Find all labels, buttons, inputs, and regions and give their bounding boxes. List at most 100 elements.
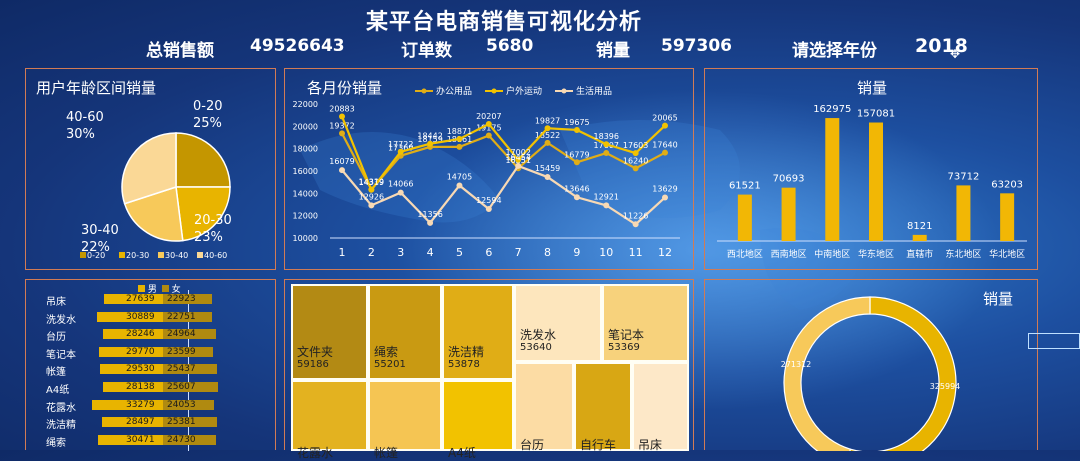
treemap-cell-绳索: 绳索 55201 [368, 284, 442, 380]
bar-西南地区 [781, 187, 796, 241]
gender-value-female-台历: 24964 [167, 329, 196, 340]
gender-bar-female-A4纸 [163, 382, 218, 392]
gender-value-male-帐篷: 29530 [126, 364, 155, 375]
line-point-户外运动-8 [544, 125, 551, 132]
line-value-生活用品-1: 16079 [329, 157, 354, 166]
pie-percent-30-40: 22% [81, 240, 110, 255]
line-series-户外运动 [340, 116, 666, 192]
line-legend-marker-办公用品 [421, 88, 427, 94]
treemap-label-绳索: 绳索 [374, 345, 399, 359]
line-value-生活用品-8: 15459 [535, 164, 560, 173]
treemap-cell-笔记本: 笔记本 53369 [602, 284, 689, 362]
line-value-户外运动-5: 18871 [447, 127, 472, 136]
line-point-生活用品-12 [662, 194, 668, 201]
pie-percent-20-30: 23% [194, 230, 223, 245]
treemap-label-文件夹: 文件夹 [297, 345, 334, 359]
line-point-生活用品-11 [632, 221, 639, 228]
pie-slice-20-30 [175, 186, 231, 242]
legend-male-swatch [138, 285, 145, 292]
line-value-户外运动-6: 20207 [476, 112, 501, 121]
bar-value-华北地区: 63203 [991, 179, 1023, 190]
line-xtick-5: 5 [456, 246, 463, 259]
gender-bar-male-吊床 [104, 294, 163, 304]
line-point-办公用品-12 [662, 149, 668, 156]
gender-value-female-绳索: 24730 [167, 434, 196, 445]
line-point-户外运动-6 [485, 121, 492, 128]
pie-percent-0-20: 25% [193, 116, 222, 131]
line-value-生活用品-12: 13629 [652, 184, 677, 193]
line-value-户外运动-3: 17722 [388, 140, 413, 149]
gender-bar-male-A4纸 [102, 382, 163, 392]
gender-bar-female-洗发水 [163, 311, 212, 322]
gender-bar-panel: 男 女 吊床 27639 22923 洗发水 30889 22751 台历 28246 2496… [25, 279, 276, 451]
line-value-户外运动-8: 19827 [535, 116, 560, 125]
line-point-户外运动-4 [427, 140, 434, 147]
year-selector[interactable]: 2018 [915, 35, 968, 57]
line-point-户外运动-11 [632, 150, 639, 157]
gender-row-label-台历: 台历 [46, 332, 66, 344]
age-pie-title: 用户年龄区间销量 [36, 79, 157, 97]
treemap-label-笔记本: 笔记本 [608, 328, 645, 342]
line-point-办公用品-11 [632, 165, 639, 172]
line-value-户外运动-10: 18396 [594, 132, 619, 141]
line-ytick-14000: 14000 [293, 189, 318, 198]
gender-value-male-绳索: 30471 [126, 434, 155, 445]
line-ytick-16000: 16000 [293, 167, 318, 176]
gender-row-label-帐篷: 帐篷 [46, 367, 66, 379]
line-value-生活用品-4: 11356 [417, 210, 442, 219]
bar-value-西南地区: 70693 [773, 174, 805, 185]
line-point-生活用品-7 [515, 162, 522, 169]
treemap-label-吊床: 吊床 [638, 438, 663, 452]
pie-legend-label-20-30: 20-30 [126, 251, 149, 260]
gender-bar-female-洗洁精 [163, 417, 218, 428]
line-point-生活用品-10 [603, 202, 610, 209]
line-value-办公用品-6: 19175 [476, 124, 501, 133]
bar-label-直辖市: 直辖市 [906, 248, 933, 260]
gender-value-female-帐篷: 25437 [167, 364, 196, 375]
line-value-户外运动-1: 20883 [329, 104, 354, 113]
line-point-户外运动-9 [573, 126, 580, 133]
treemap-value-文件夹: 59186 [297, 359, 329, 370]
side-widget[interactable] [1028, 333, 1080, 349]
line-ytick-12000: 12000 [293, 212, 318, 221]
gender-value-female-洗洁精: 25381 [167, 417, 196, 428]
region-bar-panel: 销量 61521 西北地区 70693 西南地区 162975 中南地区 157081 华东地… [704, 68, 1038, 270]
line-xtick-1: 1 [339, 246, 346, 259]
total-sales-value: 49526643 [250, 36, 345, 56]
gender-row-label-绳索: 绳索 [46, 437, 66, 449]
line-legend-label-户外运动: 户外运动 [506, 85, 542, 97]
line-value-户外运动-11: 17603 [623, 141, 648, 150]
gender-row-label-花露水: 花露水 [46, 402, 76, 414]
line-point-户外运动-5 [456, 135, 463, 142]
pie-legend-label-40-60: 40-60 [204, 251, 227, 260]
gender-value-female-A4纸: 25607 [167, 382, 196, 392]
cursor-move-icon: ✥ [950, 47, 961, 61]
treemap-label-帐篷: 帐篷 [374, 446, 399, 460]
treemap-cell-洗发水: 洗发水 53640 [514, 284, 602, 362]
bar-label-华东地区: 华东地区 [858, 248, 894, 260]
line-value-生活用品-9: 13646 [564, 184, 589, 193]
line-value-户外运动-7: 17002 [505, 148, 530, 157]
product-treemap: 文件夹 59186 绳索 55201 洗洁精 53878 洗发水 53640 笔记本 53369 花… [291, 284, 689, 460]
bar-中南地区 [825, 118, 840, 241]
treemap-cell-帐篷: 帐篷 [368, 380, 442, 460]
pie-slice-40-60 [121, 132, 177, 205]
line-value-办公用品-2: 14339 [359, 178, 384, 187]
legend-female-label: 女 [171, 285, 181, 295]
line-value-办公用品-9: 16779 [564, 150, 589, 159]
line-value-生活用品-10: 12921 [594, 192, 619, 201]
line-point-户外运动-12 [662, 122, 668, 129]
gender-legend: 男 女 [138, 282, 181, 295]
gender-value-female-洗发水: 22751 [167, 311, 196, 322]
donut-panel: 销量 325994 271312 [704, 279, 1038, 451]
gender-row-label-洗发水: 洗发水 [46, 314, 76, 326]
treemap-label-洗洁精: 洗洁精 [448, 345, 485, 359]
pie-label-40-60: 40-60 [66, 110, 104, 125]
pie-label-0-20: 0-20 [193, 99, 223, 114]
treemap-label-花露水: 花露水 [297, 446, 334, 460]
gender-row-label-A4纸: A4纸 [46, 385, 70, 396]
gender-value-female-花露水: 24053 [167, 399, 196, 410]
gender-row-label-洗洁精: 洗洁精 [46, 420, 76, 432]
line-value-办公用品-11: 16240 [623, 156, 648, 165]
line-xtick-6: 6 [485, 246, 492, 259]
